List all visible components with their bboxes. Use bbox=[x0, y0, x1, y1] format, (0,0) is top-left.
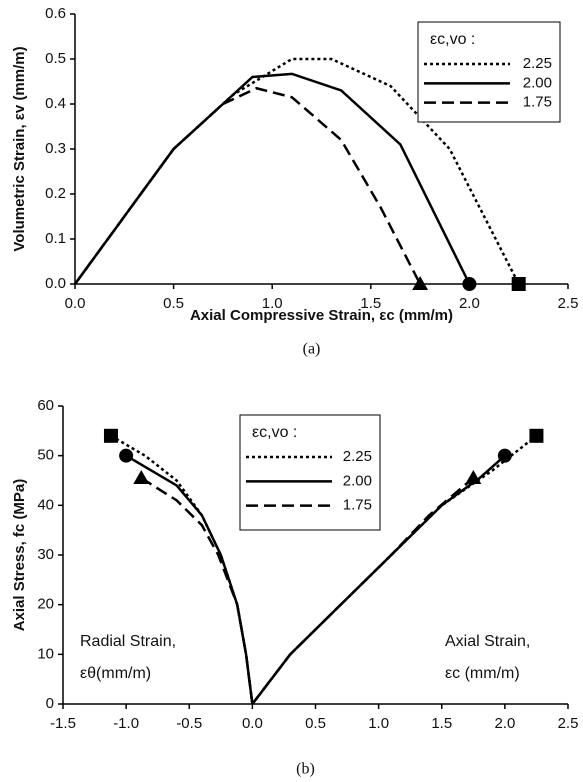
x-tick-label: 1.5 bbox=[360, 295, 381, 312]
y-tick-label: 0.0 bbox=[45, 275, 66, 292]
caption: (a) bbox=[303, 341, 321, 358]
y-axis-label: Volumetric Strain, εv (mm/m) bbox=[11, 46, 28, 251]
annotation: εc (mm/m) bbox=[445, 665, 520, 682]
annotation: Axial Strain, bbox=[445, 633, 530, 650]
legend-label: 2.00 bbox=[343, 472, 372, 489]
y-axis-label: Axial Stress, fc (MPa) bbox=[11, 479, 28, 632]
x-tick-label: 0.0 bbox=[65, 295, 86, 312]
y-tick-label: 0.3 bbox=[45, 140, 66, 157]
caption: (b) bbox=[296, 761, 315, 778]
x-tick-label: 1.0 bbox=[262, 295, 283, 312]
y-tick-label: 30 bbox=[37, 546, 54, 563]
y-tick-label: 0.6 bbox=[45, 5, 66, 22]
x-tick-label: 1.5 bbox=[431, 715, 452, 732]
x-tick-label: 1.0 bbox=[368, 715, 389, 732]
legend-box bbox=[239, 414, 381, 531]
legend-label: 1.75 bbox=[523, 94, 552, 111]
legend-label: 2.25 bbox=[343, 448, 372, 465]
series-line bbox=[140, 476, 475, 705]
legend-label: 1.75 bbox=[343, 497, 372, 514]
end-marker bbox=[465, 470, 482, 485]
series-line bbox=[73, 72, 471, 285]
y-tick-label: 0 bbox=[46, 695, 54, 712]
end-marker bbox=[497, 448, 512, 463]
x-tick-label: 2.0 bbox=[494, 715, 515, 732]
x-axis-label: Axial Compressive Strain, εc (mm/m) bbox=[190, 307, 453, 324]
y-tick-label: 40 bbox=[37, 496, 54, 513]
y-tick-label: 0.1 bbox=[45, 230, 66, 247]
annotation: Radial Strain, bbox=[80, 633, 176, 650]
legend-label: 2.25 bbox=[523, 55, 552, 72]
x-tick-label: 2.5 bbox=[558, 295, 579, 312]
series-line bbox=[73, 86, 422, 285]
x-tick-label: -0.5 bbox=[176, 715, 202, 732]
end-marker bbox=[133, 470, 150, 485]
legend-title: εc,vo : bbox=[252, 424, 297, 441]
y-tick-label: 50 bbox=[37, 447, 54, 464]
end-marker bbox=[511, 277, 526, 291]
x-tick-label: -1.5 bbox=[50, 715, 76, 732]
end-marker bbox=[103, 428, 118, 443]
y-tick-label: 60 bbox=[37, 397, 54, 414]
x-tick-label: -1.0 bbox=[113, 715, 139, 732]
y-tick-label: 0.2 bbox=[45, 185, 66, 202]
end-marker bbox=[529, 428, 544, 443]
y-tick-label: 0.5 bbox=[45, 50, 66, 67]
y-tick-label: 10 bbox=[37, 645, 54, 662]
x-tick-label: 0.5 bbox=[163, 295, 184, 312]
y-tick-label: 20 bbox=[37, 596, 54, 613]
x-tick-label: 2.0 bbox=[459, 295, 480, 312]
y-tick-label: 0.4 bbox=[45, 95, 66, 112]
legend-title: εc,vo : bbox=[430, 31, 475, 48]
legend-box bbox=[417, 21, 561, 123]
x-tick-label: 0.5 bbox=[305, 715, 326, 732]
end-marker bbox=[412, 276, 429, 290]
x-tick-label: 2.5 bbox=[558, 715, 579, 732]
legend-label: 2.00 bbox=[523, 74, 552, 91]
annotation: εθ(mm/m) bbox=[80, 665, 151, 682]
end-marker bbox=[119, 448, 134, 463]
end-marker bbox=[462, 277, 477, 291]
x-tick-label: 0.0 bbox=[242, 715, 263, 732]
